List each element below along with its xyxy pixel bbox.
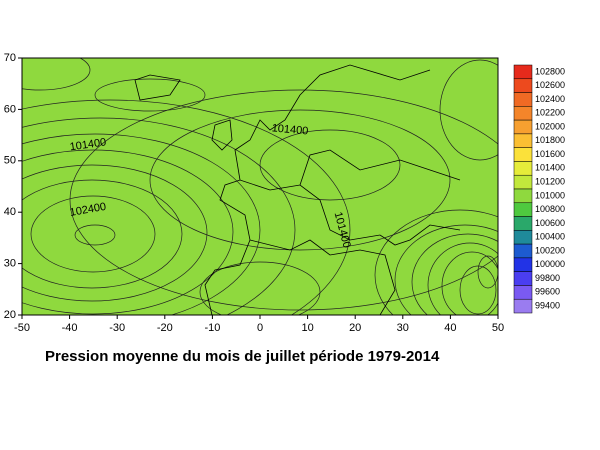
colorbar-swatch: [513, 119, 533, 135]
colorbar-swatch: [513, 243, 533, 259]
x-tick-label: 0: [257, 322, 263, 334]
colorbar-label: 101200: [535, 176, 565, 186]
colorbar-label: 99400: [535, 300, 560, 310]
contour-label: 101400: [271, 122, 309, 137]
x-tick-label: 10: [301, 322, 313, 334]
y-tick-label: 20: [4, 309, 16, 321]
colorbar-label: 100600: [535, 218, 565, 228]
x-tick-label: 50: [492, 322, 504, 334]
colorbar-swatch: [513, 188, 533, 204]
x-tick-label: 40: [444, 322, 456, 334]
contour-label: 101400: [69, 136, 107, 153]
colorbar-label: 100000: [535, 259, 565, 269]
x-tick-label: -50: [14, 322, 30, 334]
colorbar-label: 99600: [535, 287, 560, 297]
colorbar-label: 102000: [535, 121, 565, 131]
colorbar-swatch: [513, 271, 533, 286]
colorbar-swatch: [513, 216, 533, 231]
colorbar-label: 102800: [535, 66, 565, 76]
y-tick-label: 50: [4, 155, 16, 167]
colorbar-swatch: [513, 147, 533, 162]
colorbar-label: 101000: [535, 190, 565, 200]
colorbar-swatch: [513, 230, 533, 245]
y-tick-label: 40: [4, 206, 16, 218]
colorbar-swatch: [513, 202, 533, 217]
pressure-field: [22, 58, 498, 315]
colorbar-label: 101800: [535, 135, 565, 145]
x-tick-label: 20: [349, 322, 361, 334]
colorbar-swatch: [513, 285, 533, 300]
map-title: Pression moyenne du mois de juillet péri…: [45, 348, 440, 365]
colorbar-swatch: [513, 133, 533, 148]
x-tick-label: -30: [109, 322, 125, 334]
colorbar-label: 100400: [535, 232, 565, 242]
colorbar-label: 101600: [535, 149, 565, 159]
y-tick-label: 30: [4, 258, 16, 270]
colorbar-label: 102600: [535, 80, 565, 90]
colorbar-swatch: [513, 161, 533, 176]
colorbar-swatch: [513, 106, 533, 121]
y-tick-label: 70: [4, 52, 16, 64]
colorbar-swatch: [513, 174, 533, 190]
colorbar-swatch: [513, 257, 533, 272]
y-tick-label: 60: [4, 103, 16, 115]
x-tick-label: -10: [204, 322, 220, 334]
colorbar-label: 102200: [535, 108, 565, 118]
colorbar-label: 100800: [535, 204, 565, 214]
colorbar-label: 101400: [535, 163, 565, 173]
colorbar-label: 100200: [535, 245, 565, 255]
colorbar-label: 102400: [535, 94, 565, 104]
x-tick-label: -20: [157, 322, 173, 334]
colorbar-swatch: [513, 92, 533, 107]
colorbar-swatch: [513, 78, 533, 93]
x-tick-label: -40: [62, 322, 78, 334]
colorbar-swatch: [513, 64, 533, 80]
colorbar-swatch: [513, 298, 533, 314]
x-tick-label: 30: [397, 322, 409, 334]
colorbar-label: 99800: [535, 273, 560, 283]
